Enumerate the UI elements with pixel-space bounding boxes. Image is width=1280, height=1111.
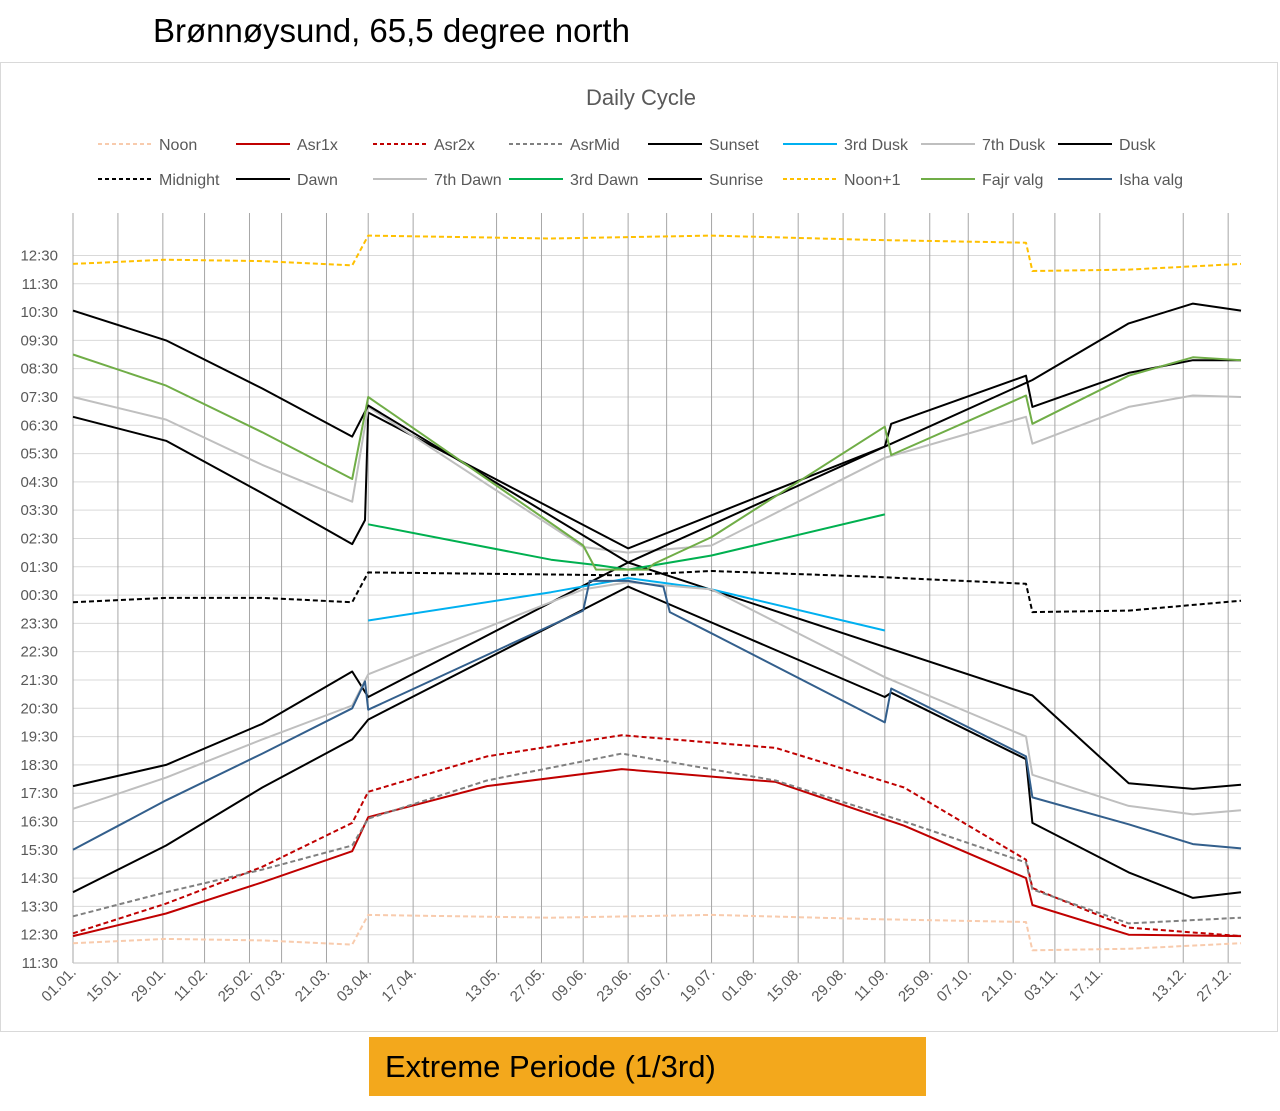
x-tick-label: 17.11.: [1066, 964, 1107, 1005]
x-tick-label: 03.04.: [334, 964, 376, 1006]
x-tick-label: 29.01.: [128, 964, 170, 1006]
series-line-asr2x: [72, 734, 1242, 938]
x-tick-label: 23.06.: [593, 964, 635, 1006]
y-tick-label: 17:30: [20, 785, 58, 802]
x-tick-label: 25.09.: [895, 964, 937, 1006]
x-tick-label: 11.02.: [171, 964, 212, 1005]
caption-box: Extreme Periode (1/3rd): [369, 1037, 926, 1096]
x-tick-label: 03.11.: [1021, 964, 1062, 1005]
y-tick-label: 12:30: [20, 247, 58, 264]
series-line-3rd-dusk: [368, 577, 886, 632]
y-tick-label: 05:30: [20, 446, 58, 463]
legend-label: 3rd Dusk: [844, 137, 909, 154]
y-tick-label: 22:30: [20, 644, 58, 661]
x-tick-label: 07.03.: [247, 964, 289, 1006]
legend-label: Asr2x: [434, 137, 475, 154]
y-tick-label: 04:30: [20, 474, 58, 491]
series-line-dawn: [72, 359, 1241, 550]
y-tick-label: 11:30: [22, 955, 58, 972]
page-title: Brønnøysund, 65,5 degree north: [153, 12, 630, 49]
caption-text: Extreme Periode (1/3rd): [385, 1049, 716, 1084]
series-line-dusk: [72, 585, 1242, 899]
y-tick-label: 03:30: [20, 502, 58, 519]
y-tick-label: 21:30: [20, 672, 58, 689]
legend-label: Asr1x: [297, 137, 338, 154]
series-line-7th-dawn: [72, 394, 1242, 554]
x-tick-label: 29.08.: [808, 964, 850, 1006]
x-tick-label: 09.06.: [549, 964, 591, 1006]
legend-label: Midnight: [159, 172, 220, 189]
x-tick-label: 27.12.: [1193, 964, 1235, 1006]
x-tick-label: 11.09.: [851, 964, 892, 1005]
x-tick-label: 15.01.: [83, 964, 125, 1006]
series-line-asrmid: [72, 752, 1242, 925]
y-tick-label: 15:30: [20, 842, 58, 859]
legend-label: Sunset: [709, 137, 759, 154]
y-tick-label: 02:30: [20, 530, 58, 547]
x-tick-label: 21.10.: [978, 964, 1020, 1006]
x-tick-label: 21.03.: [292, 964, 334, 1006]
y-tick-label: 07:30: [20, 389, 58, 406]
x-tick-label: 19.07.: [677, 964, 719, 1006]
y-tick-label: 01:30: [20, 559, 58, 576]
legend-label: Noon: [159, 137, 197, 154]
series-line-sunset: [72, 561, 1242, 790]
series-line-midnight: [72, 570, 1242, 614]
series-line-fajr-valg: [72, 353, 1242, 571]
y-tick-label: 23:30: [20, 615, 58, 632]
x-tick-label: 07.10.: [934, 964, 976, 1006]
daily-cycle-chart: Daily Cycle Noon Asr1x Asr2x AsrMid Sunset 3rd…: [20, 85, 1242, 1006]
series-line-noon-1: [72, 234, 1242, 272]
series-line-noon: [72, 913, 1242, 952]
y-tick-label: 06:30: [20, 417, 58, 434]
legend-label: Noon+1: [844, 172, 901, 189]
x-tick-label: 25.02.: [215, 964, 257, 1006]
legend-label: Dawn: [297, 172, 338, 189]
y-tick-label: 00:30: [20, 587, 58, 604]
series-line-sunrise: [72, 302, 1242, 564]
y-tick-label: 13:30: [20, 898, 58, 915]
legend-label: Dusk: [1119, 137, 1156, 154]
x-tick-label: 05.07.: [632, 964, 674, 1006]
legend-label: Sunrise: [709, 172, 763, 189]
chart-frame: Daily Cycle Noon Asr1x Asr2x AsrMid Sunset 3rd…: [0, 62, 1278, 1032]
legend-label: 3rd Dawn: [570, 172, 638, 189]
legend-label: Isha valg: [1119, 172, 1183, 189]
legend-label: 7th Dawn: [434, 172, 502, 189]
y-tick-label: 08:30: [20, 361, 58, 378]
x-tick-label: 01.08.: [719, 964, 761, 1006]
y-tick-label: 10:30: [20, 304, 58, 321]
legend-label: AsrMid: [570, 137, 620, 154]
x-tick-label: 17.04.: [378, 964, 420, 1006]
series-line-3rd-dawn: [368, 513, 886, 571]
y-tick-label: 19:30: [20, 729, 58, 746]
x-tick-label: 13.05.: [462, 964, 504, 1006]
y-tick-label: 18:30: [20, 757, 58, 774]
legend-label: 7th Dusk: [982, 137, 1046, 154]
series-line-isha-valg: [72, 579, 1242, 851]
legend-label: Fajr valg: [982, 172, 1043, 189]
series-line-asr1x: [72, 768, 1242, 938]
x-tick-label: 13.12.: [1149, 964, 1191, 1006]
series-line-7th-dusk: [72, 581, 1242, 816]
y-tick-label: 20:30: [20, 700, 58, 717]
y-tick-label: 11:30: [22, 276, 58, 293]
y-tick-label: 16:30: [20, 813, 58, 830]
chart-title: Daily Cycle: [586, 85, 696, 110]
x-tick-label: 15.08.: [763, 964, 805, 1006]
y-tick-label: 14:30: [20, 870, 58, 887]
y-tick-label: 12:30: [20, 927, 58, 944]
y-tick-label: 09:30: [20, 332, 58, 349]
x-tick-label: 27.05.: [507, 964, 549, 1006]
